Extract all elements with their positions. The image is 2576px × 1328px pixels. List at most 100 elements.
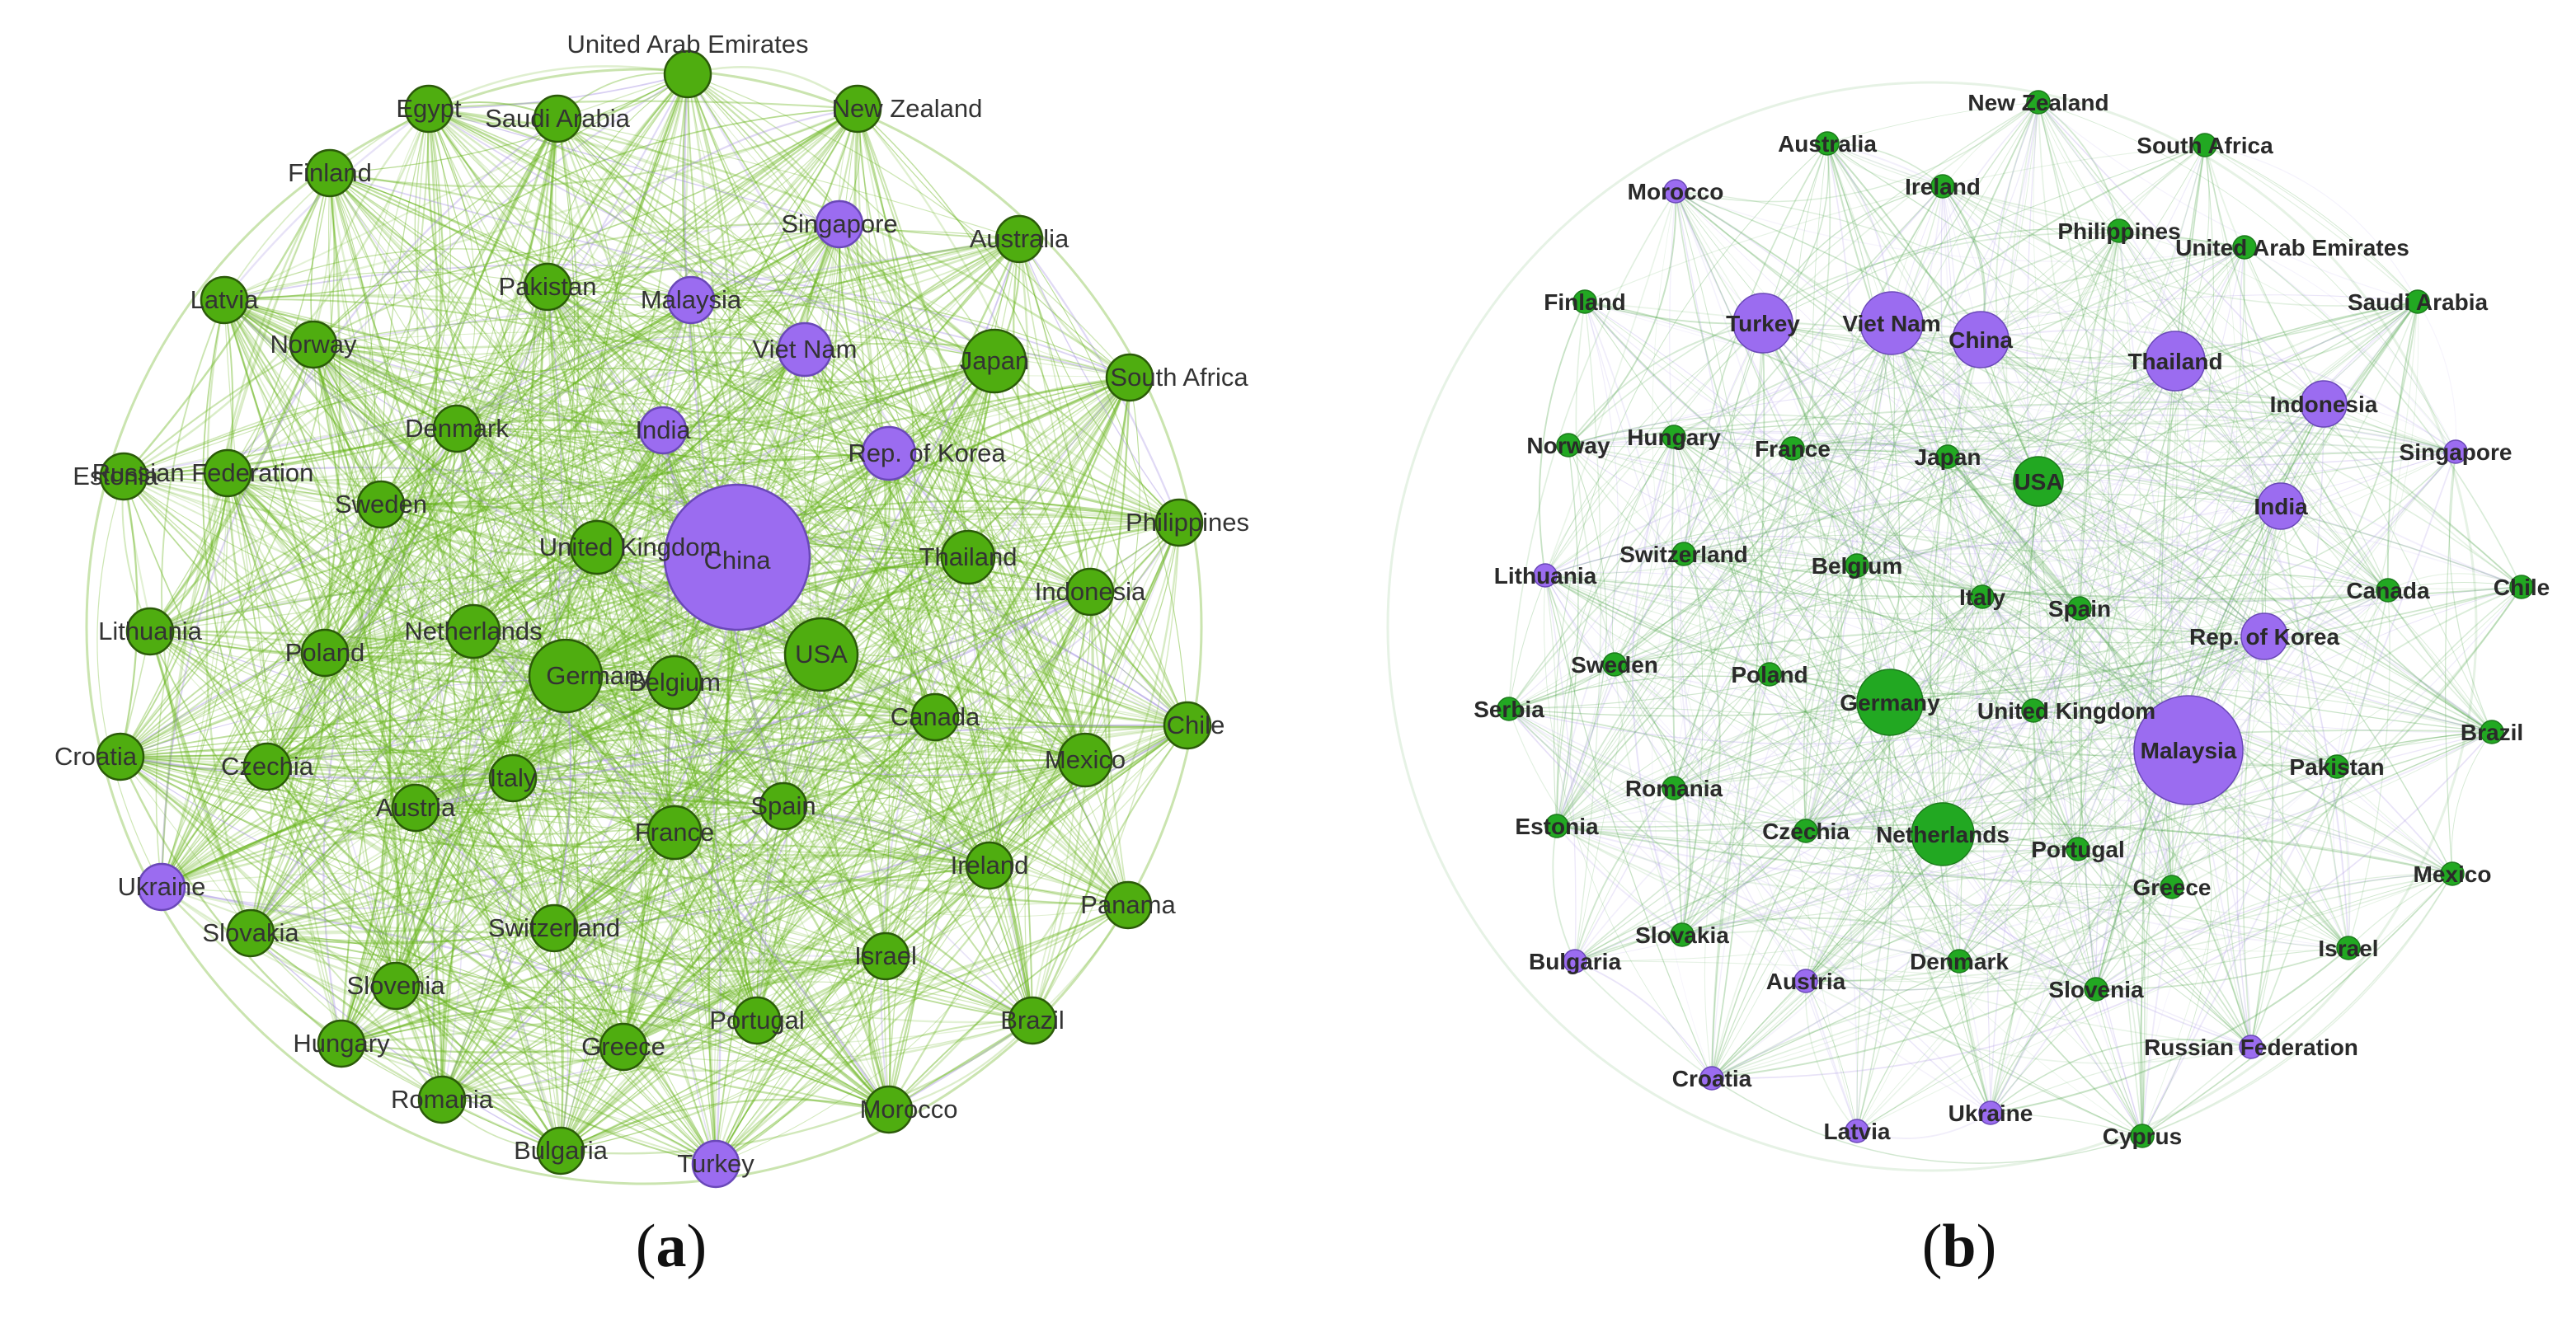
node-label-netherlands: Netherlands xyxy=(1876,822,2010,847)
network-edge xyxy=(120,631,474,758)
network-edge xyxy=(2250,586,2522,1048)
node-label-serbia: Serbia xyxy=(1474,697,1544,722)
network-edge xyxy=(324,73,689,654)
network-edge xyxy=(547,238,1020,296)
network-edge xyxy=(661,108,859,431)
network-edge xyxy=(2118,230,2252,1048)
network-edge xyxy=(1805,980,1858,1132)
network-edge xyxy=(1556,185,1944,827)
network-edge xyxy=(564,675,890,1110)
network-edge xyxy=(456,428,887,957)
network-edge xyxy=(687,73,1131,378)
network-edge xyxy=(395,429,664,987)
network-edge xyxy=(226,472,562,1152)
network-edge xyxy=(2175,144,2252,1048)
node-poland xyxy=(300,628,350,678)
network-edge xyxy=(1981,596,2173,888)
network-edge xyxy=(1614,360,2176,665)
network-edge xyxy=(989,725,1188,866)
network-edge xyxy=(1683,408,2456,555)
node-italy xyxy=(1970,584,1995,609)
network-edge xyxy=(266,654,822,767)
network-edge xyxy=(1673,565,1858,789)
network-edge xyxy=(266,751,514,779)
network-edge xyxy=(1826,143,2338,767)
network-edge xyxy=(2077,246,2245,850)
network-edge xyxy=(2095,246,2245,990)
network-edge xyxy=(428,108,890,454)
network-edge xyxy=(2174,301,2419,368)
node-label-israel: Israel xyxy=(854,941,917,970)
network-edge xyxy=(415,681,675,809)
network-edge xyxy=(1673,436,2080,609)
network-edge xyxy=(428,108,784,807)
network-edge xyxy=(456,428,1180,523)
network-edge xyxy=(1980,101,2039,340)
network-edge xyxy=(885,725,1188,957)
network-edge xyxy=(553,927,1033,1024)
network-edge xyxy=(1544,575,2080,620)
network-edge xyxy=(560,758,1086,1152)
network-edge xyxy=(1990,1112,2143,1137)
network-edge xyxy=(885,725,1188,957)
network-edge xyxy=(1614,322,1764,665)
network-edge xyxy=(2077,848,2252,1048)
network-edge xyxy=(2141,403,2325,1137)
network-edge xyxy=(1568,444,1858,566)
network-edge xyxy=(1711,589,2389,1079)
network-edge xyxy=(2204,144,2419,303)
network-edge xyxy=(1683,550,1858,566)
node-serbia xyxy=(1497,697,1521,721)
panel-a-caption-open: ( xyxy=(635,1213,656,1280)
network-edge xyxy=(1556,702,1891,827)
network-edge xyxy=(1614,664,2097,990)
network-edge xyxy=(1683,301,2419,555)
network-edge xyxy=(804,349,1033,1021)
network-edge xyxy=(250,108,441,934)
network-edge xyxy=(885,591,1091,957)
network-edge xyxy=(119,756,342,1044)
network-edge xyxy=(2095,947,2349,990)
network-edge xyxy=(250,932,562,1152)
network-edge xyxy=(266,765,990,883)
network-edge xyxy=(1584,301,1983,598)
network-edge xyxy=(1980,339,2265,637)
network-edge xyxy=(250,853,990,935)
node-label-poland: Poland xyxy=(1731,662,1807,687)
network-edge xyxy=(1556,731,2493,877)
network-edge xyxy=(560,805,784,1152)
network-edge xyxy=(2070,608,2080,850)
node-label-thailand: Thailand xyxy=(919,542,1018,571)
node-austria xyxy=(1793,969,1818,993)
network-edge xyxy=(2038,101,2120,232)
network-edge xyxy=(1762,185,1944,324)
network-edge xyxy=(512,521,1180,779)
network-edge xyxy=(839,223,1087,761)
network-edge xyxy=(883,360,995,1110)
node-united-arab-emirates xyxy=(663,49,712,99)
network-edge xyxy=(560,654,822,1152)
network-edge xyxy=(1084,522,1180,761)
network-edge xyxy=(120,756,555,929)
network-edge xyxy=(714,864,990,1165)
network-edge xyxy=(1711,988,2097,1079)
network-edge xyxy=(223,299,474,632)
network-edge xyxy=(313,108,858,345)
network-edge xyxy=(120,735,990,866)
network-edge xyxy=(380,504,1033,1021)
node-croatia xyxy=(1699,1066,1724,1091)
network-edge xyxy=(123,476,1129,906)
network-edge xyxy=(456,428,1033,1021)
network-edge xyxy=(355,504,443,1100)
network-edge xyxy=(1711,586,2522,1079)
network-edge xyxy=(2077,848,2349,949)
network-edge xyxy=(1980,329,2456,453)
network-edge xyxy=(1556,787,1675,827)
panel-b-caption-close: ) xyxy=(1976,1213,1997,1280)
network-edge xyxy=(1584,301,1793,449)
network-edge xyxy=(596,547,648,1048)
network-edge xyxy=(1673,730,2493,789)
network-edge xyxy=(1980,339,2453,875)
network-edge xyxy=(1980,339,2522,588)
network-edge xyxy=(223,299,458,429)
